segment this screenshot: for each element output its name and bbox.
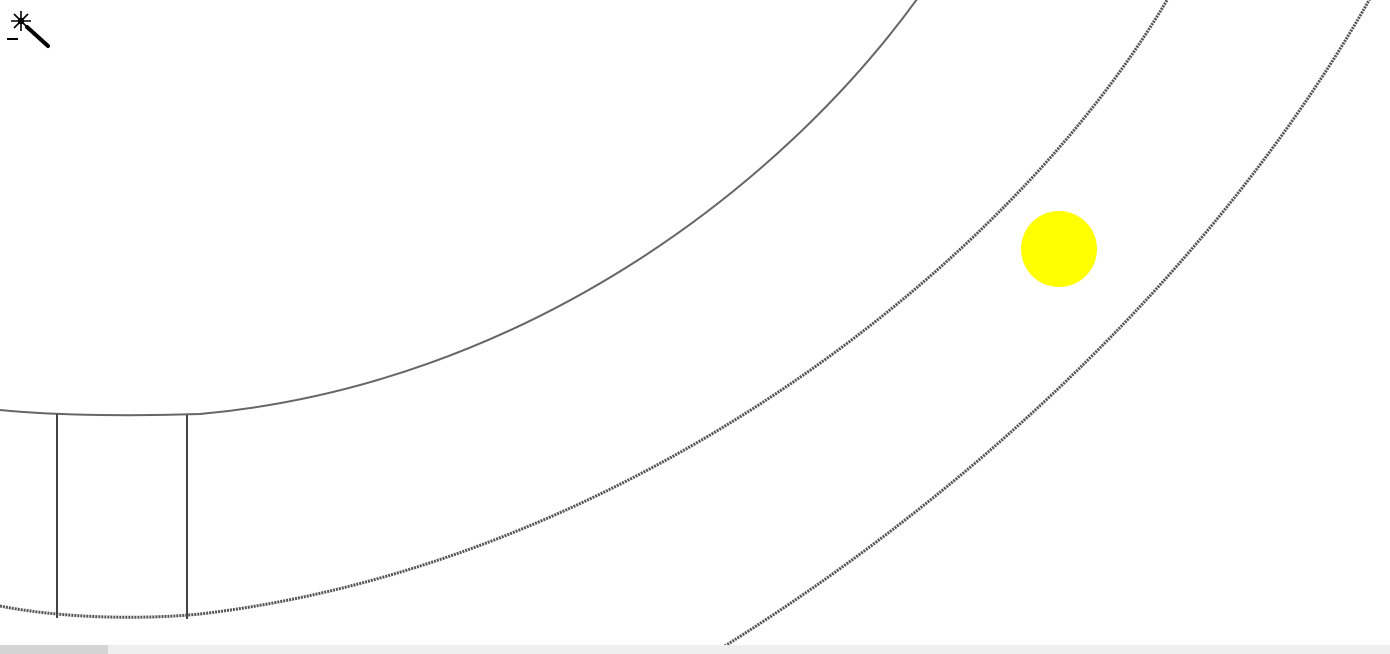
middle-arc[interactable] (0, 0, 1170, 619)
horizontal-scrollbar[interactable] (0, 645, 1390, 654)
scrollbar-thumb[interactable] (0, 645, 108, 654)
inner-arc[interactable] (0, 0, 920, 417)
cursor-highlight (1021, 211, 1097, 287)
magic-wand-icon (7, 11, 50, 48)
outer-arc[interactable] (712, 0, 1372, 645)
